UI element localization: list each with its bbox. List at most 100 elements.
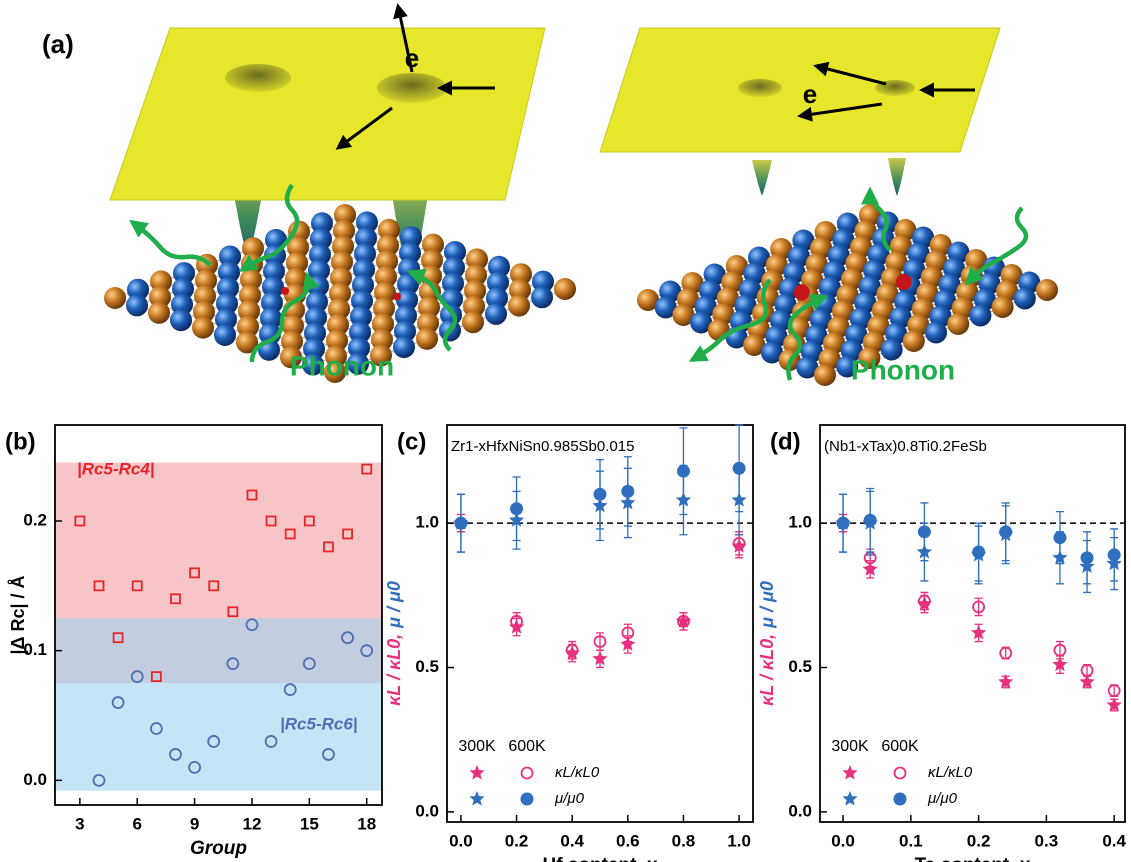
hole: [225, 64, 291, 92]
legend-marker: [469, 791, 485, 806]
legend-marker: [842, 791, 858, 806]
atom: [353, 258, 375, 281]
point: [169, 748, 182, 761]
x-tick-label: 0.2: [505, 831, 529, 850]
y-axis-label-part: μ / μ0: [757, 581, 777, 629]
atom: [991, 296, 1014, 318]
electron-label: e: [405, 43, 419, 73]
point: [265, 515, 277, 527]
plot-frame: [819, 424, 1126, 823]
atom: [310, 228, 332, 250]
y-tick-label: 0.5: [415, 657, 439, 676]
point: [131, 580, 143, 592]
atom: [354, 242, 376, 265]
point: [677, 614, 690, 628]
point: [1107, 548, 1121, 562]
atom: [371, 328, 393, 351]
atom: [378, 218, 400, 241]
atom: [281, 330, 303, 353]
chart-title: (Nb1-xTax)0.8Ti0.2FeSb: [824, 438, 987, 455]
x-tick-label: 18: [357, 814, 376, 833]
point: [863, 513, 877, 527]
hole: [738, 79, 782, 97]
x-axis-label: Group: [190, 838, 247, 859]
y-tick-label: 0.2: [23, 510, 47, 529]
legend-marker: [469, 765, 485, 780]
atom: [261, 291, 283, 314]
atom: [286, 252, 308, 274]
point: [283, 683, 297, 696]
atom: [282, 314, 304, 337]
x-tick-label: 0.8: [672, 831, 696, 850]
point: [130, 670, 144, 684]
x-tick-label: 0.1: [899, 831, 923, 850]
point: [999, 525, 1013, 539]
atom: [969, 304, 992, 327]
atom: [487, 271, 509, 294]
atom: [760, 341, 783, 364]
atom: [236, 331, 258, 354]
legend-header: 300K: [831, 738, 869, 755]
point: [862, 561, 878, 576]
atom: [331, 251, 353, 274]
point: [1080, 664, 1094, 677]
atom: [416, 327, 438, 350]
atom: [355, 227, 377, 250]
atom: [463, 295, 485, 318]
atom: [419, 280, 441, 303]
atom: [148, 301, 170, 324]
point: [360, 644, 374, 658]
y-axis-label: |Δ Rc| / Å: [8, 575, 28, 654]
atom: [329, 282, 351, 305]
point: [227, 606, 239, 618]
atom: [217, 276, 239, 299]
x-tick-label: 0.6: [616, 831, 640, 850]
point: [74, 515, 86, 527]
atom: [287, 236, 309, 259]
point: [93, 580, 105, 592]
point: [150, 671, 162, 683]
atom: [305, 306, 327, 329]
atom: [194, 285, 216, 308]
atom: [309, 243, 331, 266]
chart-title: Zr1-xHfxNiSn0.985Sb0.015: [451, 438, 634, 455]
x-tick-label: 0.4: [1102, 831, 1126, 850]
atom: [333, 219, 355, 242]
atom: [690, 311, 713, 334]
point: [917, 594, 931, 608]
atom: [351, 289, 373, 312]
point: [111, 696, 125, 709]
atom: [149, 286, 171, 309]
panel-label: (a): [42, 29, 74, 59]
point: [342, 528, 353, 540]
point: [323, 541, 334, 553]
point: [361, 463, 373, 475]
legend-marker: [520, 766, 534, 780]
legend-marker: [893, 766, 907, 780]
plot-frame: [54, 424, 383, 806]
atom: [486, 287, 508, 310]
atom: [510, 263, 532, 286]
atom: [326, 329, 348, 352]
y-axis-label-part: μ / μ0: [384, 581, 404, 629]
series-label: |Rc5-Rc4|: [77, 459, 155, 478]
point: [245, 618, 259, 632]
atom: [127, 278, 149, 301]
point: [1080, 551, 1094, 565]
atom: [288, 220, 310, 243]
point: [284, 528, 296, 540]
atom: [442, 272, 464, 295]
atom: [237, 315, 259, 338]
atom: [654, 296, 677, 319]
point: [149, 722, 163, 735]
point: [972, 545, 986, 559]
atom: [150, 270, 172, 293]
atom: [216, 292, 238, 315]
atom: [399, 241, 421, 264]
point: [226, 657, 240, 671]
point: [510, 502, 524, 516]
energy-plane: [109, 27, 546, 201]
atom: [836, 355, 859, 378]
point: [836, 516, 850, 530]
y-axis-label: κL / κL0, μ / μ0: [384, 581, 404, 706]
